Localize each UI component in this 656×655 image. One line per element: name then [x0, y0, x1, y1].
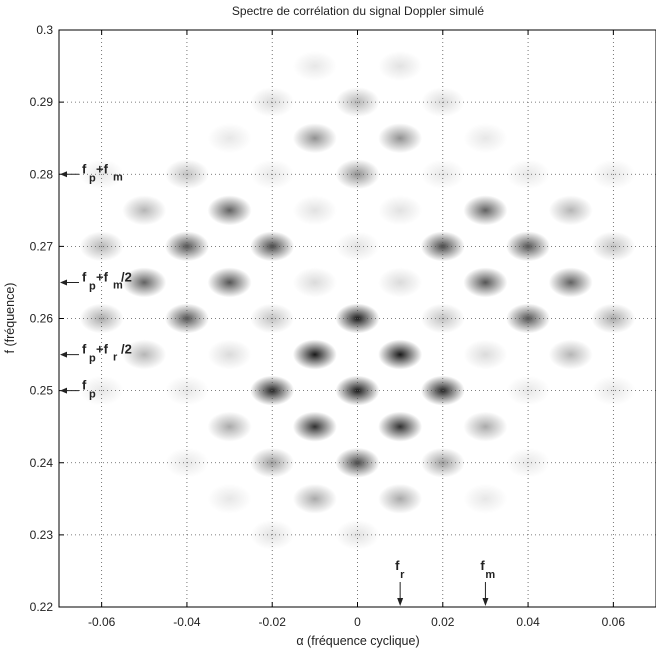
annotation-sub-5: m: [485, 569, 495, 581]
y-tick-label-3: 0.25: [30, 384, 54, 398]
x-tick-label-2: -0.02: [259, 615, 287, 629]
annotation-arrowhead-4: [397, 598, 404, 606]
annotation-5: fm: [480, 558, 495, 606]
annotation-label-0: f: [82, 161, 87, 176]
x-tick-label-6: 0.06: [602, 615, 626, 629]
peak-21: [548, 195, 593, 226]
x-axis-label: α (fréquence cyclique): [296, 634, 419, 648]
annotation-0: fp+f m: [60, 161, 123, 184]
chart-title: Spectre de corrélation du signal Doppler…: [232, 4, 484, 18]
y-tick-label-4: 0.26: [30, 312, 54, 326]
peak-58: [463, 411, 508, 442]
peak-8: [463, 123, 508, 154]
x-ticks: -0.06 -0.04 -0.02 0 0.02 0.04 0.06: [88, 30, 625, 629]
peak-6: [378, 123, 423, 154]
annotation-sub-4: r: [400, 569, 405, 581]
annotation-4: fr: [395, 558, 405, 606]
annotation-label-2: f: [82, 342, 87, 357]
peak-66: [378, 483, 423, 514]
y-tick-label-2: 0.24: [30, 456, 54, 470]
peak-42: [122, 339, 167, 370]
annotation-2: fp+f r/2: [60, 342, 132, 365]
y-ticks: 0.22 0.23 0.24 0.25 0.26 0.27 0.28 0.29 0.3: [30, 23, 64, 614]
annotation-label-3: f: [82, 378, 87, 393]
plot-area: [58, 29, 656, 608]
peak-31: [292, 267, 337, 298]
annotation-arrowhead-5: [482, 598, 489, 606]
peak-65: [292, 483, 337, 514]
peak-64: [207, 483, 252, 514]
x-tick-label-4: 0.02: [431, 615, 455, 629]
peak-57: [378, 411, 423, 442]
annotation-tail-1: /2: [121, 269, 132, 284]
peak-3: [292, 51, 337, 82]
y-tick-label-6: 0.28: [30, 167, 54, 181]
x-tick-label-5: 0.04: [516, 615, 540, 629]
annotation-sub-2: p: [89, 353, 96, 365]
x-tick-label-0: -0.06: [88, 615, 116, 629]
peak-67: [463, 483, 508, 514]
y-tick-label-8: 0.3: [36, 23, 53, 37]
annotation-3: fp: [60, 378, 96, 401]
annotation-label-5: f: [480, 558, 485, 573]
y-tick-label-1: 0.23: [30, 528, 54, 542]
peak-17: [207, 195, 252, 226]
y-tick-label-7: 0.29: [30, 95, 54, 109]
annotation-arrowhead-1: [60, 279, 67, 286]
peak-19: [378, 195, 423, 226]
peak-55: [207, 411, 252, 442]
peak-33: [463, 267, 508, 298]
annotation-plus-2: +f: [96, 342, 109, 357]
annotation-arrowhead-3: [60, 387, 67, 394]
annotation-plus-sub-1: m: [113, 279, 123, 291]
peak-16: [122, 195, 167, 226]
peak-47: [548, 339, 593, 370]
annotation-label-4: f: [395, 558, 400, 573]
annotation-label-1: f: [82, 269, 87, 284]
y-tick-label-5: 0.27: [30, 239, 54, 253]
peak-20: [463, 195, 508, 226]
peak-4: [378, 51, 423, 82]
y-tick-label-0: 0.22: [30, 600, 54, 614]
peak-29: [122, 267, 167, 298]
y-axis-label: f (fréquence): [3, 283, 17, 354]
annotation-plus-1: +f: [96, 269, 109, 284]
annotation-plus-sub-2: r: [113, 352, 118, 364]
annotation-arrowhead-0: [60, 171, 67, 178]
peak-56: [292, 411, 337, 442]
peak-45: [378, 339, 423, 370]
annotation-plus-0: +f: [96, 161, 109, 176]
annotation-sub-0: p: [89, 172, 96, 184]
annotation-sub-1: p: [89, 280, 96, 292]
peak-44: [292, 339, 337, 370]
peak-32: [378, 267, 423, 298]
peak-30: [207, 267, 252, 298]
peak-43: [207, 339, 252, 370]
annotation-1: fp+f m/2: [60, 269, 132, 292]
x-tick-label-3: 0: [354, 615, 361, 629]
peak-46: [463, 339, 508, 370]
peak-5: [292, 123, 337, 154]
peak-7: [207, 123, 252, 154]
x-tick-label-1: -0.04: [173, 615, 201, 629]
grid-layer: [59, 30, 656, 607]
peak-34: [548, 267, 593, 298]
annotation-plus-sub-0: m: [113, 171, 123, 183]
annotation-arrowhead-2: [60, 351, 67, 358]
annotation-sub-3: p: [89, 389, 96, 401]
annotation-tail-2: /2: [121, 342, 132, 357]
peak-18: [292, 195, 337, 226]
